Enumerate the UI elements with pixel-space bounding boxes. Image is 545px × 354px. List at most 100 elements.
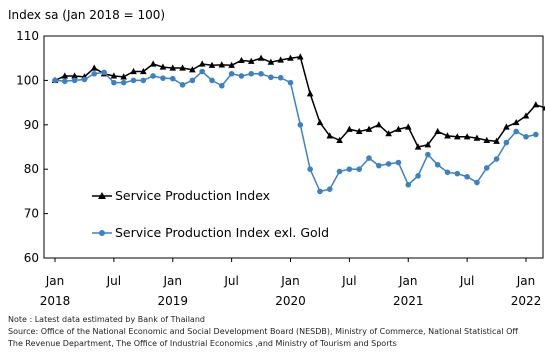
data-point [503, 139, 510, 146]
data-point [297, 53, 304, 60]
legend-item-service-production: Service Production Index [92, 188, 270, 203]
data-point [287, 54, 294, 61]
data-point [130, 67, 137, 75]
data-point [287, 79, 294, 86]
data-point [385, 161, 392, 167]
data-point [169, 75, 176, 82]
data-point [218, 61, 226, 68]
x-year-label: 2021 [393, 294, 424, 308]
data-point [463, 133, 471, 140]
data-point [366, 155, 372, 161]
data-point [454, 170, 461, 177]
data-point [110, 72, 118, 79]
data-point [140, 67, 147, 75]
data-point [258, 70, 264, 77]
data-point [375, 121, 383, 128]
data-point [257, 54, 265, 61]
x-tick-label: Jan [163, 274, 183, 288]
data-point [208, 61, 216, 68]
data-point [415, 173, 421, 179]
x-year-label: 2018 [40, 294, 71, 308]
note-text: Note : Latest data estimated by Bank of … [8, 315, 205, 324]
x-tick-label: Jan [280, 274, 300, 288]
data-point [91, 70, 98, 77]
data-point [356, 166, 362, 172]
data-point [247, 57, 255, 64]
x-tick-label: Jul [223, 274, 238, 288]
data-point [71, 77, 78, 84]
data-point [159, 63, 167, 70]
data-point [238, 73, 245, 79]
data-point [434, 161, 441, 168]
legend-marker-circle [99, 230, 105, 236]
x-year-label: 2022 [511, 294, 542, 308]
data-point [385, 130, 392, 137]
x-year-label: 2020 [275, 294, 306, 308]
data-point [336, 136, 343, 143]
data-point [111, 79, 117, 86]
data-point [169, 64, 177, 71]
data-point [365, 125, 373, 132]
y-axis-label: Index sa (Jan 2018 = 100) [8, 8, 165, 22]
data-point [326, 186, 333, 192]
data-point [199, 68, 205, 75]
data-point [120, 73, 127, 80]
data-point [238, 56, 245, 64]
data-point [395, 125, 402, 132]
data-point [81, 76, 88, 83]
data-point [532, 101, 540, 108]
data-point [513, 128, 519, 135]
series-line [54, 70, 536, 193]
data-point [62, 78, 68, 85]
data-point [395, 159, 402, 166]
data-point [316, 118, 324, 126]
data-point [130, 77, 137, 84]
x-tick-label: Jul [341, 274, 356, 288]
data-point [52, 77, 58, 84]
plot-frame [43, 35, 544, 259]
data-point [140, 77, 147, 84]
data-point [336, 168, 343, 175]
data-point [376, 162, 382, 169]
data-point [228, 70, 235, 77]
axes: 60 70 80 90 100 110 Jan 2018 Jul Jan 2019 Jul Jan 202… [16, 29, 544, 308]
y-tick-label: 100 [16, 73, 39, 87]
data-point [542, 105, 545, 111]
data-point [522, 112, 530, 119]
data-point [493, 137, 500, 144]
data-point [120, 79, 127, 86]
data-point [424, 141, 432, 148]
data-point [503, 123, 510, 130]
source-text-line1: Source: Office of the National Economic … [8, 327, 518, 336]
data-point [277, 56, 284, 63]
data-point [523, 133, 529, 140]
y-tick-label: 110 [16, 29, 39, 43]
y-tick-label: 80 [24, 162, 39, 176]
data-point [483, 165, 490, 171]
source-text-line2: The Revenue Department, The Office of In… [7, 339, 397, 348]
data-point [493, 156, 500, 162]
data-point [473, 134, 481, 141]
legend-marker-triangle [98, 192, 106, 199]
data-point [248, 70, 255, 77]
data-point [277, 74, 284, 81]
data-point [464, 173, 470, 180]
x-tick-label: Jan [516, 274, 536, 288]
data-point [228, 61, 235, 68]
series-service-production [51, 53, 545, 150]
data-point [160, 75, 166, 81]
data-point [483, 136, 491, 143]
data-point [444, 132, 451, 139]
x-tick-label: Jan [398, 274, 418, 288]
legend: Service Production Index Service Product… [92, 188, 329, 240]
data-point [434, 127, 441, 135]
data-point [179, 64, 186, 71]
data-point [533, 131, 539, 138]
data-point [198, 60, 206, 67]
data-point [150, 73, 156, 79]
data-point [414, 143, 422, 150]
series-line [54, 56, 545, 148]
data-point [444, 169, 451, 176]
data-point [454, 133, 461, 140]
